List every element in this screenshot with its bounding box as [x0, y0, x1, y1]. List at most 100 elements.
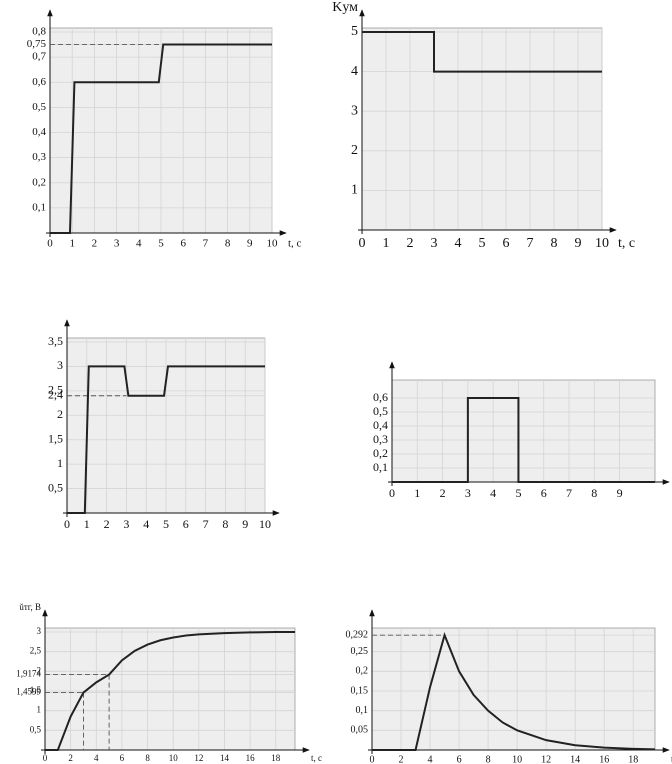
x-tick-label: 3	[123, 517, 129, 531]
x-tick-label: 7	[203, 238, 209, 250]
x-tick-label: 4	[490, 486, 496, 500]
x-tick-label: 1	[84, 517, 90, 531]
x-tick-label: 8	[225, 238, 231, 250]
y-tick-label: 2	[37, 665, 42, 675]
y-tick-label: 0,15	[351, 685, 369, 696]
x-tick-label: 5	[158, 238, 164, 250]
x-tick-label: 5	[479, 236, 486, 251]
x-tick-label: 10	[267, 238, 279, 250]
x-tick-label: 6	[503, 236, 510, 251]
x-tick-label: 6	[120, 753, 125, 763]
y-tick-label: 0,2	[32, 176, 46, 188]
x-tick-label: 9	[575, 236, 582, 251]
x-tick-label: 16	[246, 753, 256, 763]
y-tick-label: 0,2	[356, 666, 369, 677]
x-tick-label: 2	[92, 238, 98, 250]
y-tick-label: 0,3	[32, 151, 46, 163]
data-line	[362, 31, 602, 73]
x-tick-label: 6	[457, 754, 462, 764]
y-tick-label: 1,4599	[16, 687, 41, 697]
x-tick-label: 10	[512, 754, 522, 764]
y-tick-label: 1	[57, 456, 63, 470]
x-tick-label: 3	[431, 236, 438, 251]
y-tick-label: 1,5	[30, 685, 42, 695]
x-tick-label: 9	[242, 517, 248, 531]
x-tick-label: 7	[203, 517, 209, 531]
x-tick-label: 8	[145, 753, 150, 763]
x-tick-label: 2	[399, 754, 404, 764]
x-tick-label: 0	[359, 236, 366, 251]
x-tick-label: 6	[183, 517, 189, 531]
y-tick-label: 0,5	[32, 101, 46, 113]
y-tick-label: 2	[57, 407, 63, 421]
y-tick-label: 0,5	[30, 724, 42, 734]
y-tick-label: 0,25	[351, 646, 369, 657]
x-tick-label: 10	[259, 517, 271, 531]
y-tick-label: 0,1	[356, 705, 369, 716]
x-tick-label: 3	[465, 486, 471, 500]
x-tick-label: 1	[383, 236, 390, 251]
x-tick-label: 18	[271, 753, 281, 763]
x-tick-label: 18	[628, 754, 638, 764]
x-tick-label: 1	[69, 238, 75, 250]
y-tick-label: 0,1	[373, 460, 388, 474]
y-tick-label: 4	[351, 64, 358, 79]
y-tick-label: 0,4	[373, 418, 388, 432]
x-tick-label: 12	[194, 753, 203, 763]
y-tick-label: 0,5	[48, 480, 63, 494]
x-axis-label: t, c	[618, 236, 635, 251]
y-tick-label: 3	[57, 358, 63, 372]
x-tick-label: 4	[143, 517, 149, 531]
x-tick-label: 14	[570, 754, 580, 764]
x-tick-label: 4	[428, 754, 433, 764]
x-tick-label: 2	[407, 236, 414, 251]
y-tick-label: 1,5	[48, 431, 63, 445]
x-tick-label: 9	[617, 486, 623, 500]
x-tick-label: 10	[595, 236, 609, 251]
x-tick-label: 0	[43, 753, 48, 763]
x-tick-label: 7	[566, 486, 572, 500]
x-tick-label: 8	[222, 517, 228, 531]
y-tick-label: 5	[351, 24, 358, 39]
x-tick-label: 6	[180, 238, 186, 250]
x-tick-label: 2	[440, 486, 446, 500]
x-tick-label: 9	[247, 238, 253, 250]
y-tick-label: 0,05	[351, 725, 369, 736]
x-tick-label: 0	[64, 517, 70, 531]
x-tick-label: 5	[163, 517, 169, 531]
data-line	[372, 632, 656, 751]
x-tick-label: 7	[527, 236, 534, 251]
y-tick-label: 0,3	[373, 432, 388, 446]
x-axis-label: t, c	[288, 238, 302, 250]
y-tick-label: 0,4	[32, 126, 46, 138]
y-axis-label: Kум	[332, 0, 358, 15]
x-tick-label: 0	[47, 238, 53, 250]
y-tick-label: 1,9174	[16, 669, 41, 679]
y-tick-label: 2,4	[48, 387, 63, 401]
y-axis-label: ŭтг, В	[19, 602, 41, 612]
x-tick-label: 0	[389, 486, 395, 500]
y-tick-label: 2,5	[30, 646, 42, 656]
y-tick-label: 2	[351, 143, 358, 158]
y-tick-label: 0,75	[27, 38, 47, 50]
x-tick-label: 6	[541, 486, 547, 500]
y-tick-label: 0,6	[32, 76, 46, 88]
y-tick-label: 0,8	[32, 26, 46, 38]
y-tick-label: 0,6	[373, 390, 388, 404]
x-tick-label: 14	[220, 753, 230, 763]
x-tick-label: 4	[94, 753, 99, 763]
y-tick-label: 0,7	[32, 51, 46, 63]
x-tick-label: 3	[114, 238, 120, 250]
y-tick-label: 3	[351, 103, 358, 118]
x-tick-label: 10	[169, 753, 179, 763]
x-tick-label: 2	[104, 517, 110, 531]
x-tick-label: 12	[541, 754, 551, 764]
x-tick-label: 8	[591, 486, 597, 500]
y-tick-label: 0,1	[32, 201, 46, 213]
y-tick-label: 0,5	[373, 404, 388, 418]
data-line	[45, 631, 295, 751]
y-tick-label: 3,5	[48, 334, 63, 348]
y-tick-label: 0,2	[373, 446, 388, 460]
y-tick-label: 3	[37, 626, 42, 636]
